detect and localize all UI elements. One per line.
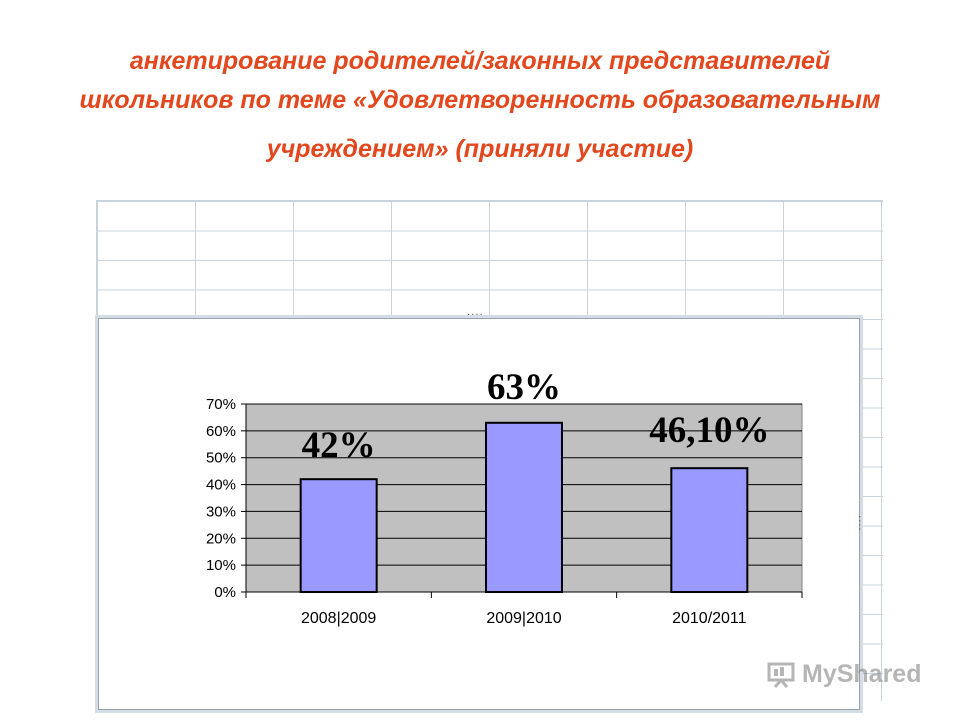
bar xyxy=(485,421,563,593)
y-tick-label: 60% xyxy=(206,423,236,440)
y-tick-label: 30% xyxy=(206,503,236,520)
y-tick-label: 50% xyxy=(206,450,236,467)
data-label: 42% xyxy=(302,425,376,466)
y-tick-label: 10% xyxy=(206,557,236,574)
data-label: 63% xyxy=(487,367,561,408)
watermark-text: MyShared xyxy=(802,659,922,688)
slide-title: анкетирование родителей/законных предста… xyxy=(40,42,920,168)
y-tick-label: 40% xyxy=(206,477,236,494)
y-tick-label: 0% xyxy=(214,584,236,601)
x-tick-label: 2010/2011 xyxy=(672,610,747,627)
watermark: MyShared xyxy=(766,656,921,692)
title-line-1: анкетирование родителей/законных предста… xyxy=(129,47,831,75)
y-tick-label: 70% xyxy=(206,396,236,413)
bar-chart: 0% 10% 20% 30% 40% 50% 60% 70% 2008|2009 42% 2009|… xyxy=(206,367,803,627)
title-line-3: учреждением» (приняли участие) xyxy=(266,134,694,163)
bar xyxy=(670,467,749,593)
x-tick-label: 2008|2009 xyxy=(301,610,376,627)
data-label: 46,10% xyxy=(649,410,769,451)
y-tick-label: 20% xyxy=(206,530,236,547)
presentation-icon xyxy=(767,662,795,688)
resize-handle-right[interactable]: ···· xyxy=(853,515,864,532)
title-line-2: школьников по теме «Удовлетворенность об… xyxy=(79,85,881,114)
resize-handle-top[interactable]: ···· xyxy=(467,310,484,321)
x-tick-label: 2009|2010 xyxy=(486,610,561,627)
chart-frame[interactable]: ···· ···· 0% 10% 20% 30% 40% 50% 60% 70% 2008|20… xyxy=(98,310,864,710)
bar xyxy=(299,478,378,593)
